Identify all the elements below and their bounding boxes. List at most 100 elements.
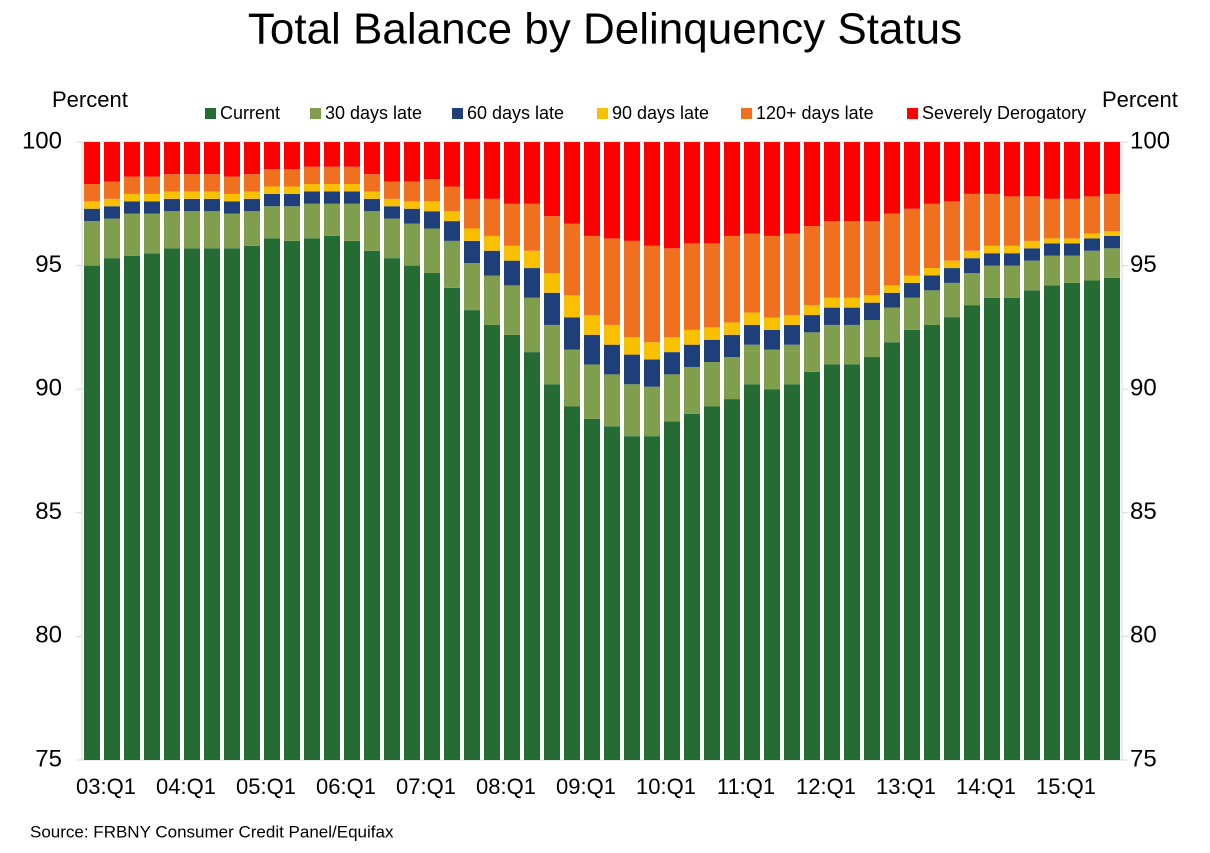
x-tick-label: 04:Q1 [156, 774, 216, 799]
bar-segment [904, 329, 920, 760]
bar-segment [644, 142, 660, 246]
bar-segment [684, 142, 700, 244]
legend-label: Current [220, 103, 280, 123]
bar-segment [1044, 238, 1060, 244]
bar-segment [544, 142, 560, 217]
bar-segment [1004, 265, 1020, 298]
bar-segment [784, 233, 800, 316]
bar-segment [624, 384, 640, 437]
bar-segment [1064, 198, 1080, 239]
bar-segment [924, 142, 940, 204]
bar-segment [544, 324, 560, 385]
y2-tick-label: 90 [1130, 375, 1157, 402]
x-tick-label: 12:Q1 [796, 774, 856, 799]
bar-segment [864, 319, 880, 358]
y2-tick-label: 75 [1130, 745, 1157, 772]
bar-segment [1004, 196, 1020, 246]
bar-segment [924, 275, 940, 291]
bar-segment [944, 201, 960, 261]
bar-segment [664, 142, 680, 249]
bar-segment [104, 142, 120, 182]
bar-segment [964, 273, 980, 306]
bar-segment [784, 384, 800, 760]
bar-segment [224, 248, 240, 760]
bar-segment [364, 191, 380, 199]
bar-segment [744, 344, 760, 385]
bar-segment [924, 268, 940, 276]
bar-segment [764, 142, 780, 236]
bar-segment [904, 282, 920, 298]
bar-segment [1004, 245, 1020, 254]
bar-segment [664, 337, 680, 353]
bar-segment [604, 374, 620, 427]
bar-segment [624, 142, 640, 241]
bar-segment [524, 297, 540, 353]
bar-segment [1024, 290, 1040, 760]
bar-segment [524, 352, 540, 760]
bar-segment [544, 292, 560, 325]
bar-segment [644, 359, 660, 387]
bar-segment [204, 248, 220, 760]
bar-segment [444, 240, 460, 288]
bar-segment [184, 211, 200, 249]
bar-segment [524, 203, 540, 251]
bar-segment [524, 268, 540, 298]
bar-segment [644, 245, 660, 343]
x-tick-label: 08:Q1 [476, 774, 536, 799]
bar-segment [644, 386, 660, 437]
bar-segment [864, 302, 880, 320]
source-note: Source: FRBNY Consumer Credit Panel/Equi… [30, 822, 394, 841]
bar-segment [424, 273, 440, 760]
bar-segment [304, 184, 320, 192]
y-tick-label: 85 [35, 498, 62, 525]
bar-segment [544, 216, 560, 274]
bar-segment [564, 317, 580, 350]
bar-segment [224, 213, 240, 249]
bar-segment [704, 362, 720, 407]
y2-axis-label: Percent [1102, 87, 1178, 112]
bar-segment [884, 213, 900, 286]
bar-segment [104, 258, 120, 760]
bar-segment [1064, 142, 1080, 199]
y-axis-label: Percent [52, 87, 128, 112]
bar-segment [764, 235, 780, 318]
bar-segment [784, 315, 800, 325]
bar-segment [824, 324, 840, 365]
bar-segment [84, 221, 100, 266]
legend-label: Severely Derogatory [922, 103, 1086, 123]
bar-segment [464, 310, 480, 760]
bar-segment [1104, 277, 1120, 760]
y2-tick-label: 85 [1130, 498, 1157, 525]
bar-segment [284, 142, 300, 170]
bar-segment [604, 142, 620, 239]
bar-segment [1044, 198, 1060, 239]
bar-segment [524, 250, 540, 269]
bar-segment [184, 198, 200, 212]
bar-segment [484, 142, 500, 199]
x-tick-label: 13:Q1 [876, 774, 936, 799]
bar-segment [564, 142, 580, 224]
bar-segment [804, 315, 820, 333]
bar-segment [264, 169, 280, 187]
bar-segment [144, 213, 160, 254]
bar-segment [944, 142, 960, 202]
bar-segment [424, 201, 440, 212]
legend-swatch [907, 108, 918, 119]
y-tick-label: 75 [35, 745, 62, 772]
bar-segment [684, 413, 700, 760]
x-tick-label: 10:Q1 [636, 774, 696, 799]
bar-segment [1104, 248, 1120, 278]
bar-segment [984, 142, 1000, 194]
bar-segment [804, 142, 820, 227]
bar-segment [164, 211, 180, 249]
bar-segment [744, 384, 760, 760]
bar-segment [324, 203, 340, 236]
bar-segment [204, 211, 220, 249]
bar-segment [424, 179, 440, 202]
bar-segment [144, 201, 160, 214]
bar-segment [504, 203, 520, 246]
bar-segment [124, 142, 140, 177]
bar-segment [584, 364, 600, 419]
bar-segment [764, 389, 780, 760]
bar-segment [144, 253, 160, 761]
